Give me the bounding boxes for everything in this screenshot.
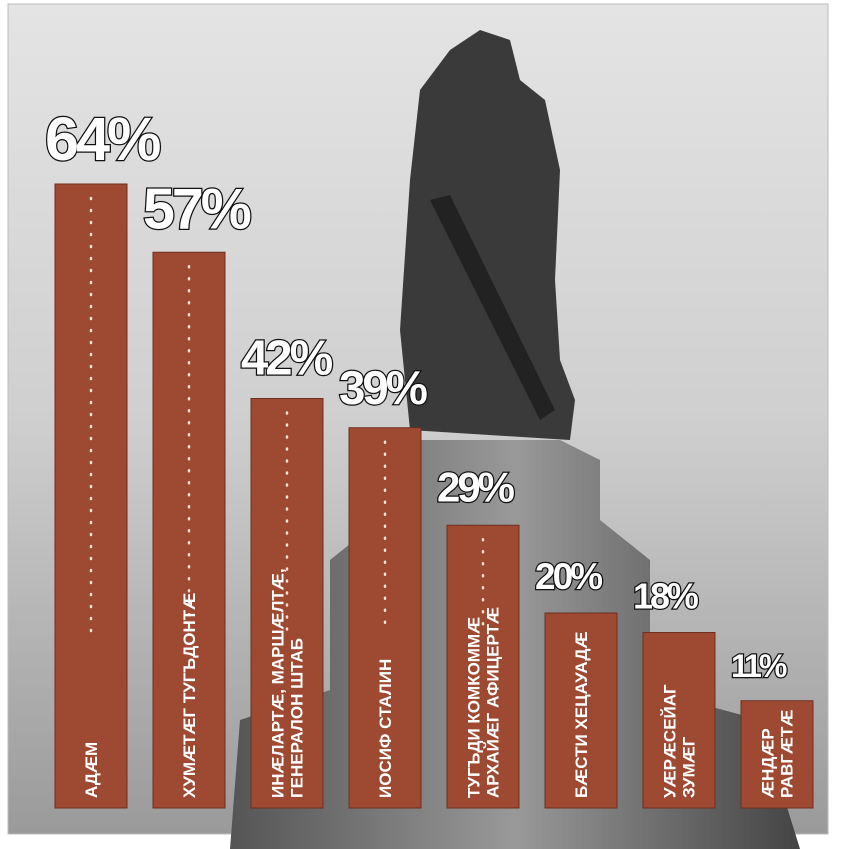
category-label: ЗУМÆГ	[680, 736, 699, 798]
category-label: ГЕНЕРАЛОН ШТАБ	[288, 638, 307, 798]
category-label: РАВГÆТÆ	[778, 710, 797, 798]
category-label: БÆСТИ ХЕЦАУАДÆ	[572, 632, 591, 798]
value-label: 39%	[339, 362, 427, 415]
value-label: 20%	[535, 556, 602, 597]
category-label: ТУГЪДИ КОМКОММÆ	[465, 617, 484, 798]
value-label: 29%	[437, 463, 515, 510]
category-label: ИОСИФ СТАЛИН	[376, 659, 395, 798]
value-label: 64%	[45, 105, 160, 173]
category-label: ХУМÆТÆГ ТУГЪДОНТÆ	[180, 593, 199, 798]
value-label: 11%	[731, 648, 787, 684]
bar	[55, 184, 127, 808]
chart: 64% АДÆМ 57% ХУМÆТÆГ ТУГЪДОНТÆ 42% ИНÆЛАРТÆ, …	[0, 0, 841, 849]
category-label: ИНÆЛАРТÆ, МАРШÆЛТÆ,	[269, 568, 288, 798]
category-label: ÆНДÆР	[759, 728, 778, 798]
category-label: УÆРÆСЕЙАГ	[661, 684, 680, 798]
category-label: АРХАЙÆГ АФИЦЕРТÆ	[484, 607, 503, 798]
value-label: 42%	[241, 332, 333, 386]
value-label: 57%	[143, 177, 251, 241]
value-label: 18%	[633, 577, 698, 617]
category-label: АДÆМ	[82, 742, 101, 798]
